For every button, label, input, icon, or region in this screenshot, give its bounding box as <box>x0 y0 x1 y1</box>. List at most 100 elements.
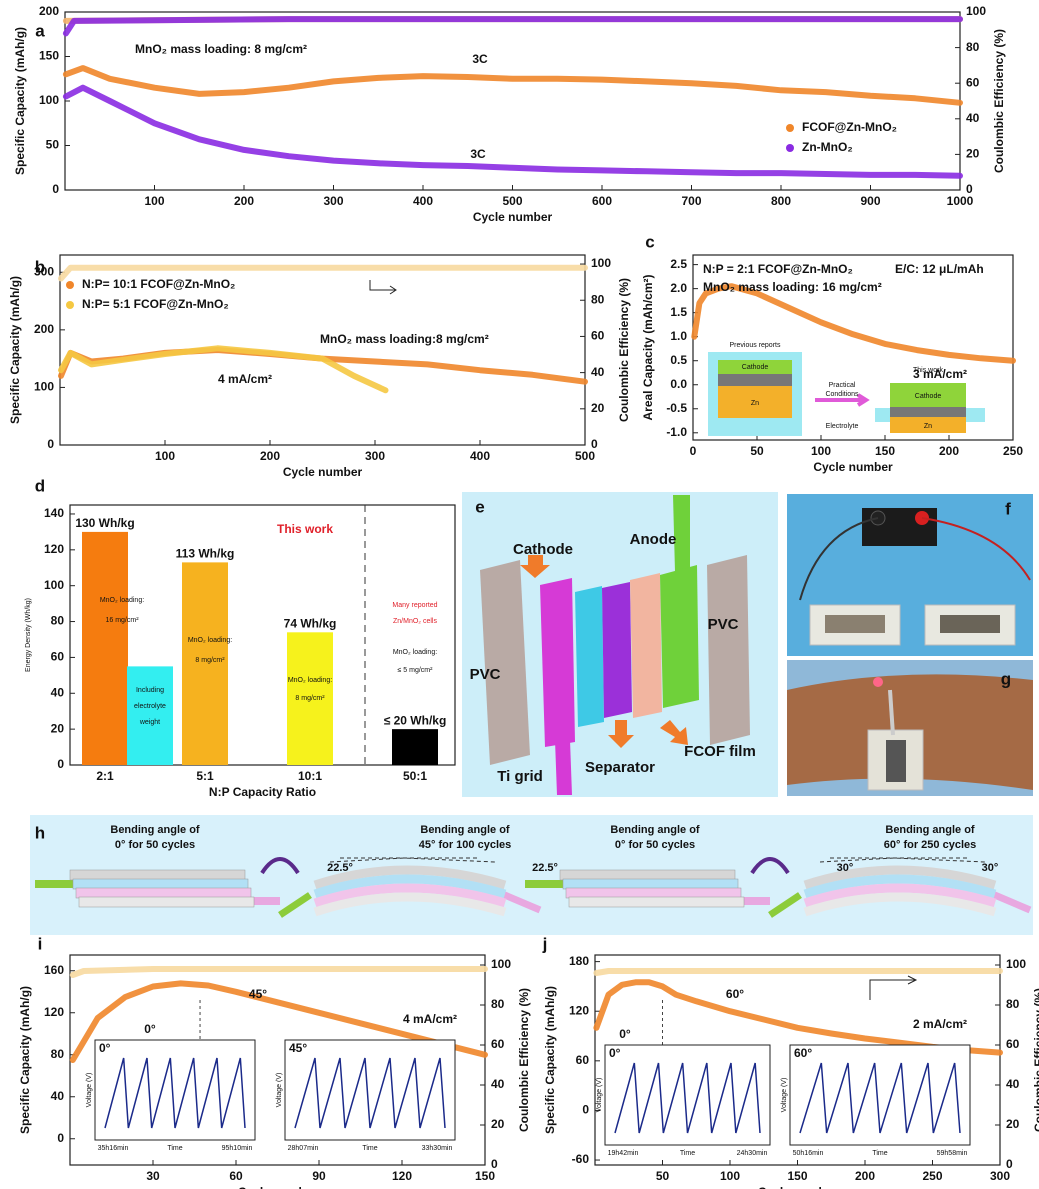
label: 80 <box>491 997 505 1011</box>
label: 74 Wh/kg <box>284 616 337 630</box>
label: 300 <box>323 194 343 208</box>
label: Including <box>136 687 164 694</box>
label: 2.0 <box>670 281 687 295</box>
label: FCOF film <box>684 743 756 760</box>
label: Anode <box>630 531 677 548</box>
label: Coulombic Efficiency (%) <box>1032 988 1039 1132</box>
label: 100 <box>44 578 64 592</box>
label: MnO₂ loading: <box>393 649 437 656</box>
bar <box>82 532 128 765</box>
label: N:P Capacity Ratio <box>209 785 316 799</box>
label: Time <box>872 1150 887 1157</box>
label: 0° <box>99 1041 111 1055</box>
label: 60 <box>491 1037 505 1051</box>
label: 50 <box>656 1169 670 1183</box>
label: Cathode <box>742 364 769 371</box>
data-line <box>694 286 1013 361</box>
label: 0° for 50 cycles <box>615 839 695 851</box>
label: -1.0 <box>666 425 687 439</box>
label: 20 <box>491 1117 505 1131</box>
label: Voltage (V) <box>596 1078 603 1113</box>
label: 100 <box>144 194 164 208</box>
label: 60° <box>794 1046 812 1060</box>
label: Specific Capacity (mAh/g) <box>18 986 32 1134</box>
label: 24h30min <box>737 1150 768 1157</box>
separator-layer <box>890 407 966 417</box>
label: Cycle number <box>813 460 893 474</box>
layer <box>76 888 251 898</box>
label: a <box>35 21 45 40</box>
legend-marker <box>786 144 794 152</box>
label: 700 <box>681 194 701 208</box>
label: 8 mg/cm² <box>195 657 225 664</box>
label: 100 <box>155 449 175 463</box>
label: Many reported <box>392 602 437 609</box>
label: 140 <box>44 506 64 520</box>
label: 60 <box>229 1169 243 1183</box>
label: 100 <box>966 4 986 18</box>
label: Zn/MnO₂ cells <box>393 618 437 625</box>
label: MnO₂ loading: <box>100 597 144 604</box>
bar <box>392 729 438 765</box>
label: 2 mA/cm² <box>913 1017 967 1031</box>
data-line <box>73 969 485 975</box>
label: 20 <box>591 401 605 415</box>
label: Voltage (V) <box>276 1073 283 1108</box>
fcof-film <box>630 573 662 718</box>
label: 100 <box>591 256 611 270</box>
label: 150 <box>39 49 59 63</box>
label: Bending angle of <box>420 824 510 836</box>
ti-grid <box>555 740 572 795</box>
label: 120 <box>44 1005 64 1019</box>
layer <box>563 879 738 889</box>
layer <box>73 879 248 889</box>
electrode <box>886 740 906 782</box>
data-line <box>66 68 960 103</box>
label: 100 <box>1006 957 1026 971</box>
label: 80 <box>1006 997 1020 1011</box>
label: Time <box>362 1145 377 1152</box>
label: 1.0 <box>670 329 687 343</box>
label: 16 mg/cm² <box>105 617 139 624</box>
label: 30° <box>982 862 999 874</box>
label: 150 <box>475 1169 495 1183</box>
label: 500 <box>575 449 595 463</box>
label: Voltage (V) <box>86 1073 93 1108</box>
bar <box>127 666 173 765</box>
label: 95h10min <box>222 1145 253 1152</box>
label: 2.5 <box>670 257 687 271</box>
cathode <box>540 578 575 747</box>
label: 10:1 <box>298 769 322 783</box>
label: ≤ 20 Wh/kg <box>384 713 447 727</box>
label: 130 Wh/kg <box>75 516 134 530</box>
label: N:P = 2:1 FCOF@Zn-MnO₂ <box>703 262 853 276</box>
legend-marker <box>66 301 74 309</box>
label: Specific Capacity (mAh/g) <box>13 27 27 175</box>
label: 30 <box>146 1169 160 1183</box>
label: 120 <box>44 542 64 556</box>
label: Cathode <box>915 393 942 400</box>
label: 60 <box>576 1053 590 1067</box>
label: MnO₂ mass loading:8 mg/cm² <box>320 332 489 346</box>
label: 45° <box>249 987 267 1001</box>
label: 250 <box>922 1169 942 1183</box>
layer <box>569 897 744 907</box>
layer <box>566 888 741 898</box>
label: Bending angle of <box>110 824 200 836</box>
label: 40 <box>491 1077 505 1091</box>
label: 250 <box>1003 444 1023 458</box>
label: 0 <box>52 182 59 196</box>
label: Zn <box>924 423 932 430</box>
label: Specific Capacity (mAh/g) <box>8 276 22 424</box>
label: Voltage (V) <box>781 1078 788 1113</box>
label: 80 <box>966 40 980 54</box>
label: MnO₂ loading: <box>188 637 232 644</box>
label: Previous reports <box>730 342 781 349</box>
label: Bending angle of <box>610 824 700 836</box>
label: Cycle number <box>238 1185 318 1189</box>
label: 20 <box>1006 1117 1020 1131</box>
label: Specific Capacity (mAh/g) <box>543 986 557 1134</box>
label: MnO₂ mass loading: 16 mg/cm² <box>703 280 882 294</box>
label: Cycle number <box>473 210 553 224</box>
label: c <box>645 232 654 251</box>
